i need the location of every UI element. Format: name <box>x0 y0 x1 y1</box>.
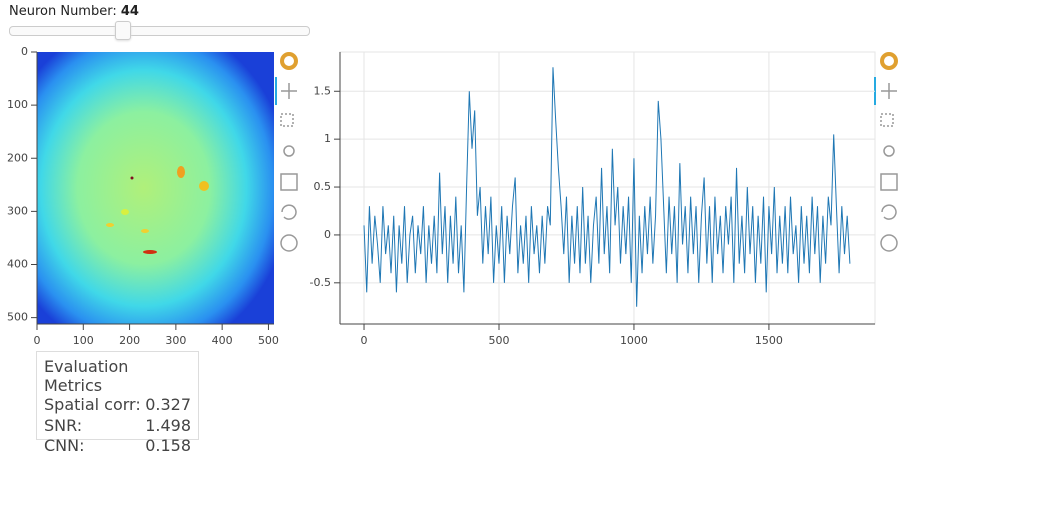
metric-row: Spatial corr: 0.327 <box>44 395 191 416</box>
y-tick-label: -0.5 <box>310 276 331 289</box>
x-tick-label: 0 <box>361 334 368 347</box>
x-tick-label: 500 <box>258 334 279 347</box>
pan-tool[interactable] <box>881 83 897 99</box>
y-tick-label: 100 <box>7 98 28 111</box>
help-tool[interactable] <box>880 234 898 252</box>
bokeh-logo[interactable] <box>280 52 298 70</box>
x-tick-label: 1000 <box>620 334 648 347</box>
y-tick-label: 400 <box>7 258 28 271</box>
trace-line <box>363 67 851 307</box>
metric-label: Spatial corr: <box>44 395 141 414</box>
x-tick-label: 0 <box>34 334 41 347</box>
wheel-zoom-tool[interactable] <box>883 145 895 157</box>
metric-row: SNR: 1.498 <box>44 416 191 437</box>
save-tool[interactable] <box>880 173 898 191</box>
help-tool[interactable] <box>280 234 298 252</box>
reset-tool[interactable] <box>281 204 297 220</box>
y-tick-label: 500 <box>7 311 28 324</box>
metric-row: CNN: 0.158 <box>44 436 191 457</box>
metric-label: SNR: <box>44 415 83 435</box>
slider-handle[interactable] <box>115 21 131 40</box>
wheel-zoom-tool[interactable] <box>283 145 295 157</box>
plots: 0 100 200 300 400 500 0 100 200 300 400 500 -0.5 0 0.5… <box>7 45 898 347</box>
slider-label: Neuron Number: 44 <box>9 4 139 19</box>
y-tick-label: 0 <box>324 228 331 241</box>
metrics-box: Evaluation Metrics Spatial corr: 0.327 SN… <box>36 351 199 455</box>
metric-value: 0.327 <box>145 395 191 414</box>
toolbar <box>874 52 898 252</box>
y-tick-label: 300 <box>7 204 28 217</box>
metric-label: CNN: <box>44 436 85 455</box>
box-zoom-tool[interactable] <box>280 113 294 127</box>
bokeh-logo[interactable] <box>880 52 898 70</box>
box-zoom-tool[interactable] <box>880 113 894 127</box>
pan-tool[interactable] <box>281 83 297 99</box>
save-tool[interactable] <box>280 173 298 191</box>
slider-value: 44 <box>120 4 139 19</box>
metrics-title: Evaluation Metrics <box>44 357 129 395</box>
heatmap <box>37 52 274 324</box>
y-tick-label: 0 <box>21 45 28 58</box>
slider-title: Neuron Number: <box>9 4 117 19</box>
y-tick-label: 1.5 <box>314 84 332 97</box>
y-tick-label: 1 <box>324 132 331 145</box>
x-tick-label: 200 <box>119 334 140 347</box>
x-tick-label: 300 <box>165 334 186 347</box>
y-tick-label: 200 <box>7 151 28 164</box>
metric-value: 0.158 <box>145 436 191 455</box>
y-tick-label: 0.5 <box>314 180 332 193</box>
toolbar <box>275 52 298 252</box>
reset-tool[interactable] <box>881 204 897 220</box>
x-tick-label: 500 <box>488 334 509 347</box>
metric-value: 1.498 <box>145 415 191 435</box>
x-tick-label: 400 <box>212 334 233 347</box>
slider-track[interactable] <box>9 26 310 36</box>
x-tick-label: 100 <box>73 334 94 347</box>
x-tick-label: 1500 <box>755 334 783 347</box>
